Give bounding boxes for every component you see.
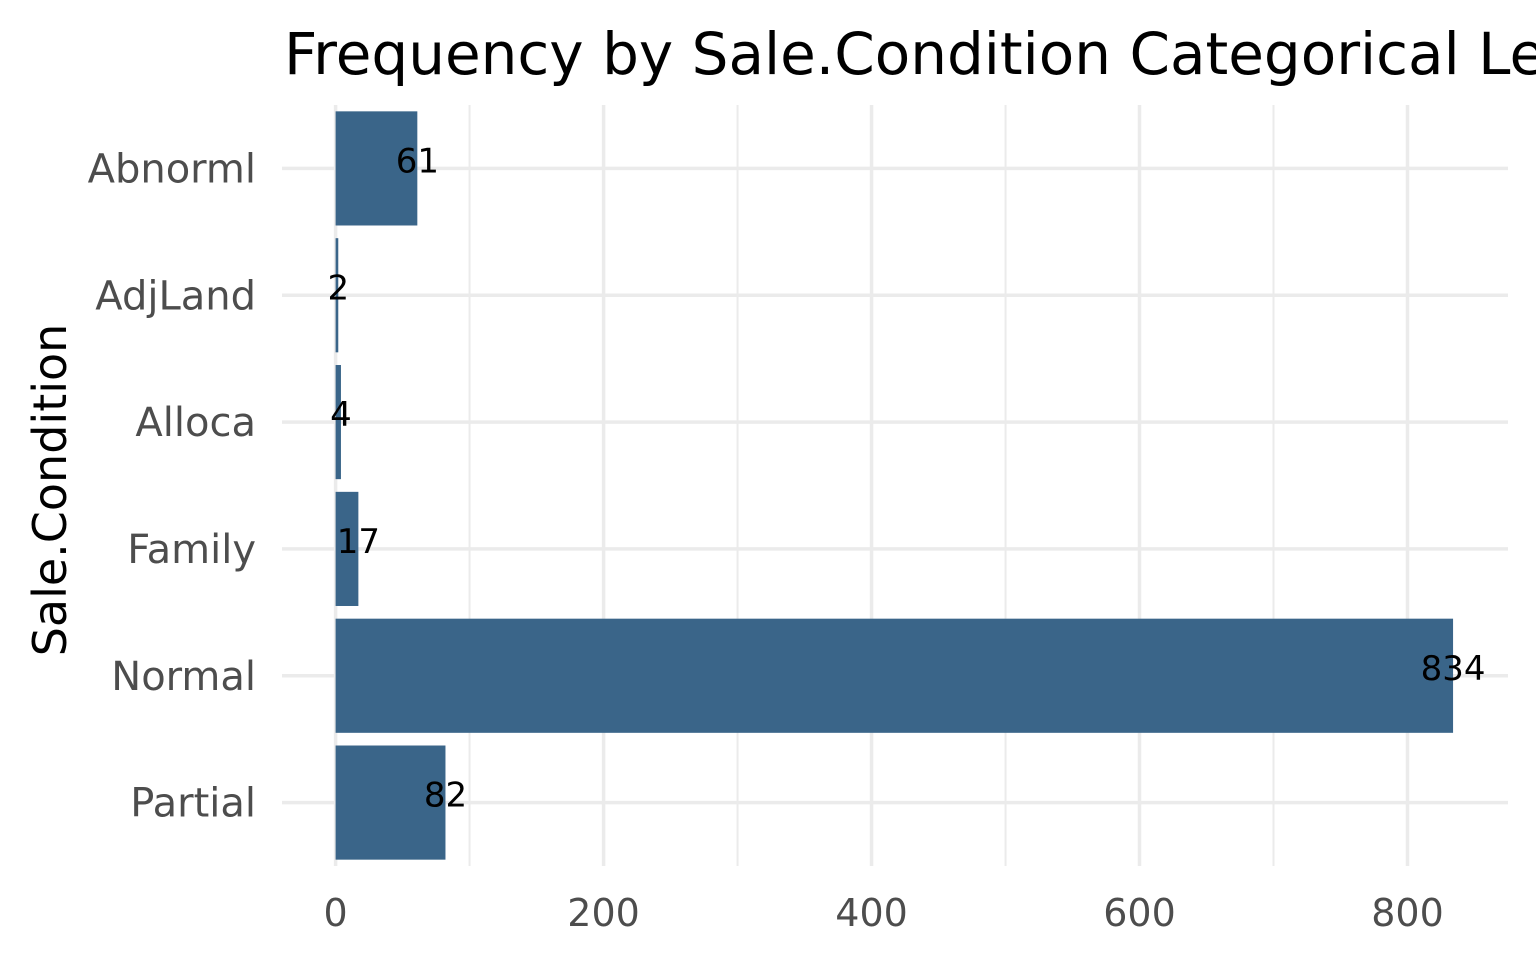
data-label-abnorml: 61 <box>396 141 439 181</box>
category-label-abnorml: Abnorml <box>88 146 256 192</box>
data-label-adjland: 2 <box>327 268 349 308</box>
x-tick-label-600: 600 <box>1103 891 1176 935</box>
chart-title: Frequency by Sale.Condition Categorical … <box>284 20 1536 88</box>
y-axis-label: Sale.Condition <box>23 324 77 657</box>
category-label-family: Family <box>127 527 256 573</box>
x-tick-label-400: 400 <box>835 891 908 935</box>
bar-normal <box>335 618 1454 733</box>
bars-group <box>335 111 1454 860</box>
x-tick-label-0: 0 <box>324 891 348 935</box>
bar-adjland <box>335 238 339 353</box>
bar-abnorml <box>335 111 418 226</box>
bar-alloca <box>335 365 341 480</box>
data-label-family: 17 <box>337 522 380 562</box>
data-label-normal: 834 <box>1421 649 1486 689</box>
data-labels-group: 61 2 4 17 834 82 <box>327 141 1485 815</box>
category-label-alloca: Alloca <box>135 400 256 446</box>
bar-partial <box>335 745 446 860</box>
category-labels-group: Abnorml AdjLand Alloca Family Normal Partial <box>88 146 256 826</box>
x-tick-label-800: 800 <box>1371 891 1444 935</box>
grid-lines <box>282 105 1508 866</box>
x-tick-labels-group: 0 200 400 600 800 <box>324 891 1444 935</box>
category-label-partial: Partial <box>130 781 256 827</box>
category-label-normal: Normal <box>111 654 256 700</box>
bar-family <box>335 491 359 606</box>
data-label-alloca: 4 <box>330 395 352 435</box>
data-label-partial: 82 <box>424 776 467 816</box>
x-tick-label-200: 200 <box>567 891 640 935</box>
category-label-adjland: AdjLand <box>95 273 256 319</box>
